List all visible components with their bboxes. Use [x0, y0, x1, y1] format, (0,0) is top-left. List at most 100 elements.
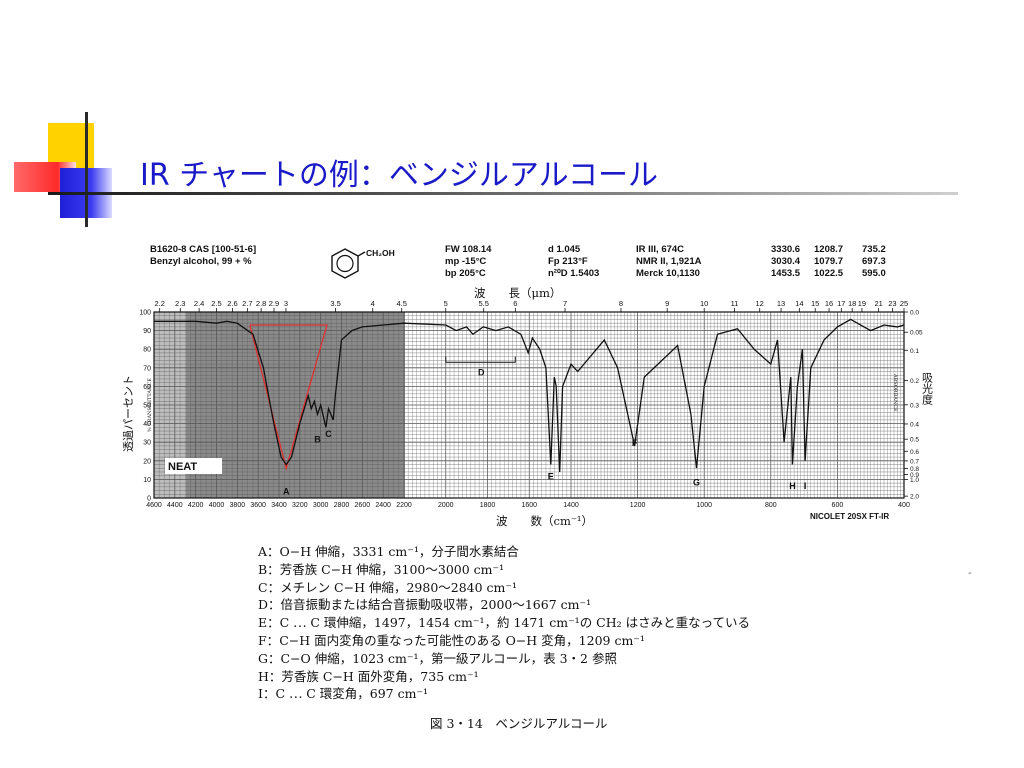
- top-axis-title: 波 長（μm）: [474, 286, 561, 300]
- top-tick-label: 21: [874, 299, 882, 308]
- left-tick-label: 10: [143, 477, 151, 484]
- assignment-letter: D：: [258, 597, 281, 613]
- instrument-label: NICOLET 20SX FT-IR: [810, 512, 889, 521]
- right-tick-label: 1.0: [910, 477, 919, 484]
- bottom-tick-label: 400: [898, 502, 910, 509]
- assignment-text: C ⋯ C 環変角，697 cm⁻¹: [275, 686, 429, 702]
- peak-list-2: 1208.7 1079.7 1022.5: [814, 244, 843, 280]
- left-tick-label: 60: [143, 384, 151, 391]
- catalog-number: B1620-8 CAS [100-51-6]: [150, 244, 257, 255]
- assignment-letter: G：: [258, 650, 281, 666]
- right-tick-label: 0.0: [910, 310, 919, 317]
- peak-value: 1208.7: [814, 244, 844, 255]
- assignment-row: G：C−O 伸縮，1023 cm⁻¹，第一級アルコール，表 3・2 参照: [258, 650, 750, 668]
- top-tick-label: 4: [371, 299, 375, 308]
- assignment-row: I：C ⋯ C 環変角，697 cm⁻¹: [258, 685, 750, 703]
- figure-caption: 図 3・14 ベンジルアルコール: [430, 716, 608, 731]
- left-tick-label: 20: [143, 458, 151, 465]
- right-axis-ticks: 0.0 0.05 0.1 0.2 0.3 0.4 0.5 0.6 0.70.80.91.0 2.0: [904, 310, 923, 501]
- top-tick-label: 2.6: [227, 299, 237, 308]
- assignment-text: 芳香族 C−H 伸縮，3100〜3000 cm⁻¹: [279, 561, 505, 577]
- assignment-row: F：C−H 面内変角の重なった可能性のある O−H 変角，1209 cm⁻¹: [258, 632, 750, 650]
- peak-label-d: D: [478, 368, 485, 378]
- bottom-tick-label: 3400: [271, 502, 287, 509]
- ref-nmr: NMR II, 1,921A: [636, 256, 702, 267]
- assignment-row: E：C ⋯ C 環伸縮，1497，1454 cm⁻¹，約 1471 cm⁻¹の …: [258, 614, 750, 632]
- peak-label-a: A: [283, 487, 290, 497]
- prop-mp: mp -15°C: [445, 256, 487, 267]
- top-tick-label: 3: [284, 299, 288, 308]
- peak-label-c: C: [325, 429, 332, 439]
- right-tick-label: 0.6: [910, 449, 919, 456]
- bottom-tick-label: 4000: [209, 502, 225, 509]
- top-tick-label: 5: [444, 299, 448, 308]
- top-tick-label: 15: [811, 299, 819, 308]
- top-tick-label: 10: [700, 299, 708, 308]
- bottom-tick-label: 4600: [146, 502, 162, 509]
- peak-label-i: I: [804, 481, 807, 491]
- assignment-text: C−O 伸縮，1023 cm⁻¹，第一級アルコール，表 3・2 参照: [280, 650, 618, 666]
- physical-props-2: d 1.045 Fp 213°F n²⁰D 1.5403: [548, 244, 599, 280]
- left-axis-title: 透過パーセント: [122, 375, 135, 452]
- top-tick-label: 18: [848, 299, 856, 308]
- bottom-tick-label: 1400: [563, 502, 579, 509]
- peak-label-b: B: [314, 434, 321, 444]
- decor-vertical-line: [85, 112, 88, 227]
- top-tick-label: 11: [731, 299, 739, 308]
- prop-density: d 1.045: [548, 244, 581, 255]
- ref-ir: IR III, 674C: [636, 244, 685, 255]
- top-tick-label: 8: [619, 299, 623, 308]
- peak-label-h: H: [789, 481, 796, 491]
- bottom-tick-label: 600: [832, 502, 844, 509]
- prop-refractive-index: n²⁰D 1.5403: [548, 268, 600, 279]
- top-tick-label: 2.7: [242, 299, 252, 308]
- peak-list-1: 3330.6 3030.4 1453.5: [771, 244, 800, 280]
- top-tick-label: 4.5: [396, 299, 406, 308]
- left-tick-label: 40: [143, 421, 151, 428]
- bottom-tick-label: 3600: [250, 502, 266, 509]
- assignment-text: C−H 面内変角の重なった可能性のある O−H 変角，1209 cm⁻¹: [279, 632, 645, 648]
- assignment-row: D：倍音振動または結合音振動吸収帯，2000〜1667 cm⁻¹: [258, 596, 750, 614]
- top-tick-label: 3.5: [330, 299, 340, 308]
- bottom-tick-label: 800: [765, 502, 777, 509]
- top-axis-ticks: 2.2 2.3 2.4 2.5 2.6 2.7 2.8 2.9 3 3.5 4 4.5 5 5.5 6 7 8 9…: [154, 299, 908, 312]
- top-tick-label: 19: [858, 299, 866, 308]
- bottom-axis-ticks: 4600 4400 4200 4000 3800 3600 3400 3200 3000 2800…: [146, 502, 910, 509]
- assignment-letter: I：: [258, 686, 276, 702]
- bottom-tick-label: 2000: [438, 502, 454, 509]
- top-tick-label: 2.5: [211, 299, 221, 308]
- peak-value: 1079.7: [814, 256, 844, 267]
- top-tick-label: 14: [795, 299, 803, 308]
- assignment-letter: C：: [258, 579, 281, 595]
- prop-fw: FW 108.14: [445, 244, 492, 255]
- left-tick-label: 30: [143, 440, 151, 447]
- right-tick-label: 0.05: [910, 330, 923, 337]
- right-tick-label: 0.7: [910, 458, 919, 465]
- bottom-tick-label: 1800: [480, 502, 496, 509]
- band-d-bracket: [445, 356, 516, 363]
- top-tick-label: 2.3: [175, 299, 185, 308]
- chart-grid: [153, 311, 905, 499]
- top-tick-label: 6: [513, 299, 517, 308]
- peak-label-e: E: [548, 472, 554, 482]
- right-tick-label: 2.0: [910, 494, 919, 501]
- top-tick-label: 16: [825, 299, 833, 308]
- ref-merck: Merck 10,1130: [636, 268, 700, 279]
- top-tick-label: 2.9: [269, 299, 279, 308]
- spectrum-trace: [154, 318, 905, 473]
- peak-value: 735.2: [862, 244, 886, 255]
- top-tick-label: 23: [888, 299, 896, 308]
- bottom-tick-label: 3000: [313, 502, 329, 509]
- bottom-tick-label: 1000: [696, 502, 712, 509]
- ir-spectrum-chart: 2.2 2.3 2.4 2.5 2.6 2.7 2.8 2.9 3 3.5 4 4.5 5 5.5 6 7 8 9…: [122, 286, 934, 528]
- benzene-structure-icon: CH₂OH: [331, 248, 395, 279]
- right-tick-label: 0.4: [910, 421, 919, 428]
- physical-props-1: FW 108.14 mp -15°C bp 205°C: [445, 244, 491, 280]
- top-tick-label: 2.8: [256, 299, 266, 308]
- prop-flashpoint: Fp 213°F: [548, 256, 588, 267]
- assignment-text: C ⋯ C 環伸縮，1497，1454 cm⁻¹，約 1471 cm⁻¹の CH…: [279, 615, 750, 631]
- right-tick-label: 0.1: [910, 348, 919, 355]
- catalog-info: B1620-8 CAS [100-51-6] Benzyl alcohol, 9…: [150, 244, 256, 268]
- assignment-text: 倍音振動または結合音振動吸収帯，2000〜1667 cm⁻¹: [280, 597, 592, 613]
